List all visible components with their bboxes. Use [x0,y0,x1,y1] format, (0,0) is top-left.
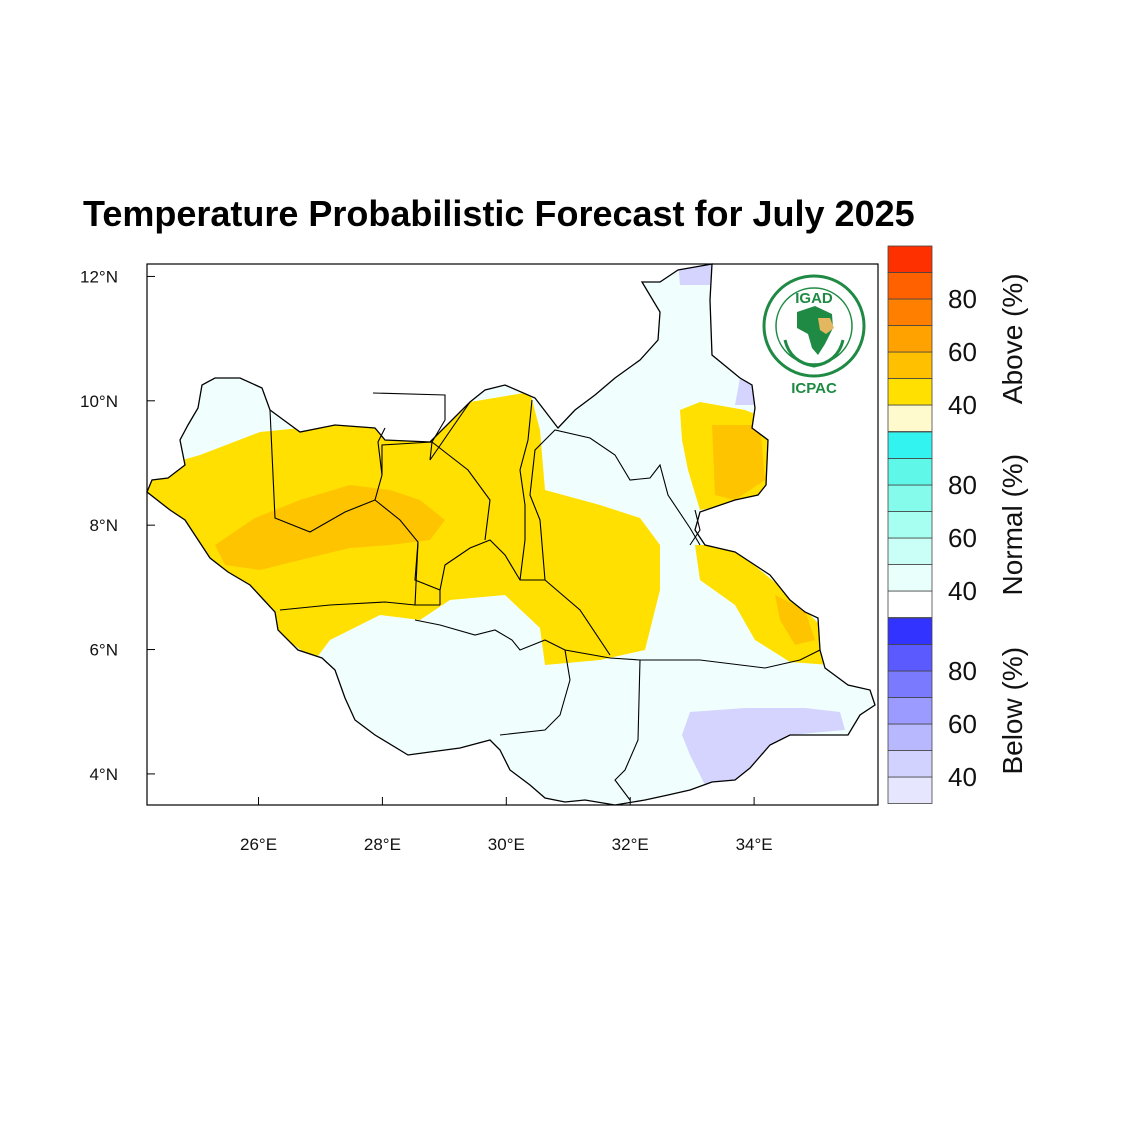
state-boundary [689,509,701,546]
x-tick-label: 34°E [736,835,773,854]
state-boundary [372,392,446,443]
state-boundaries [269,392,821,801]
y-tick-label: 12°N [80,267,118,286]
igad-icpac-logo: IGAD ICPAC [762,274,866,397]
state-boundary [519,399,533,581]
state-boundary [414,541,441,605]
legend-swatch [887,511,933,539]
state-boundary [529,429,701,581]
legend-category-label: Normal (%) [997,454,1028,596]
legend-swatch [887,564,933,592]
y-tick-label: 6°N [89,641,118,660]
legend-swatch [887,484,933,512]
legend-swatch [887,670,933,698]
legend-tick-label: 80 [948,284,977,314]
legend-tick-label: 40 [948,576,977,606]
below-region-south [682,708,845,785]
legend-swatch [887,776,933,804]
legend-swatch [887,325,933,353]
legend-swatch [887,723,933,751]
state-boundary [269,409,386,533]
map-title: Temperature Probabilistic Forecast for J… [83,193,915,234]
legend-tick-label: 60 [948,337,977,367]
country-border [146,263,876,806]
y-tick-label: 8°N [89,516,118,535]
legend-swatch [887,750,933,778]
legend-tick-label: 80 [948,656,977,686]
state-boundary [614,659,641,801]
legend-category-label: Below (%) [997,647,1028,775]
legend-swatch [887,245,933,273]
y-tick-label: 4°N [89,765,118,784]
state-boundary [374,499,419,606]
legend-swatch [887,404,933,432]
x-tick-label: 32°E [612,835,649,854]
legend-tick-label: 40 [948,390,977,420]
legend-swatch [887,431,933,459]
legend-tick-label: 60 [948,709,977,739]
above-core-west [215,485,445,570]
legend-swatch [887,617,933,645]
legend-swatch [887,537,933,565]
legend-swatch [887,697,933,725]
igad-region-icon [818,318,834,334]
state-boundary [429,401,471,461]
above-core-southeast [775,595,815,645]
state-boundary [279,601,440,611]
below-region-northeast [735,378,755,405]
y-tick-label: 10°N [80,392,118,411]
state-boundary [414,619,821,669]
country-fill-group [147,264,875,805]
legend-tick-label: 60 [948,523,977,553]
legend-swatch [887,644,933,672]
legend-swatch [887,458,933,486]
legend-swatch [887,272,933,300]
y-axis: 4°N 6°N 8°N 10°N 12°N [80,267,155,784]
legend-swatch [887,298,933,326]
legend-tick-label: 80 [948,470,977,500]
legend-swatch [887,378,933,406]
legend-swatch [887,590,933,618]
state-boundary [439,539,611,656]
x-tick-label: 30°E [488,835,525,854]
logo-sub-text: ICPAC [791,380,837,397]
x-tick-label: 28°E [364,835,401,854]
logo-wreath-icon [783,339,845,368]
above-core-east [712,425,765,500]
x-tick-label: 26°E [240,835,277,854]
legend-tick-label: 40 [948,762,977,792]
x-axis: 26°E 28°E 30°E 32°E 34°E [240,797,773,854]
legend-swatch [887,351,933,379]
legend: 40 60 80 Above (%) 40 60 80 Normal (%) 40 60 80 Bel… [887,245,1028,804]
logo-name-text: IGAD [795,290,833,307]
legend-category-label: Above (%) [997,273,1028,404]
state-boundary [381,441,491,541]
state-boundary [499,649,571,736]
